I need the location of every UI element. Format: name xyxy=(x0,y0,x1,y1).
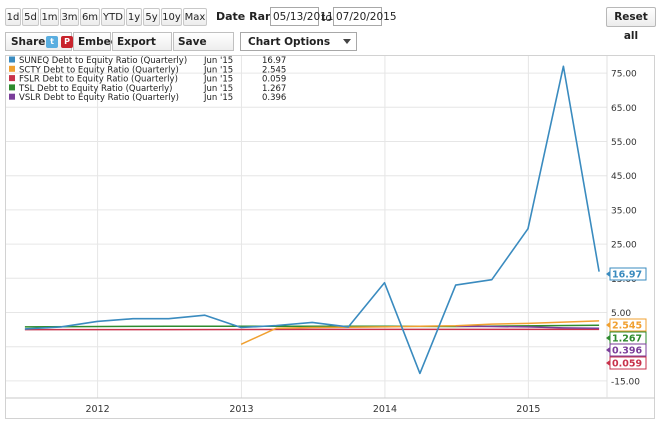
chart-options-dropdown[interactable]: Chart Options xyxy=(240,32,357,51)
legend-swatch-fslr xyxy=(9,75,15,82)
legend-value-fslr: 0.059 xyxy=(262,75,286,85)
reset-all-button[interactable]: Reset all xyxy=(606,7,656,42)
pinterest-icon[interactable]: P xyxy=(61,36,73,48)
zoom-button-1m[interactable]: 1m xyxy=(40,8,59,26)
value-label-pointer-suneq xyxy=(606,271,610,277)
y-tick-label: 65.00 xyxy=(611,104,637,114)
zoom-button-5d[interactable]: 5d xyxy=(22,8,39,26)
legend-value-scty: 2.545 xyxy=(262,65,286,75)
date-from-input[interactable]: 05/13/2011 xyxy=(270,7,334,26)
series-line-vslr xyxy=(455,325,600,329)
legend-swatch-vslr xyxy=(9,93,15,100)
value-label-pointer-fslr xyxy=(606,360,610,366)
y-tick-label: 35.00 xyxy=(611,206,637,216)
value-label-pointer-scty xyxy=(606,322,610,328)
legend-name-fslr: FSLR Debt to Equity Ratio (Quarterly) xyxy=(19,75,178,85)
chart-options-label: Chart Options xyxy=(248,36,331,48)
value-label-scty: 2.545 xyxy=(612,321,642,332)
legend-name-vslr: VSLR Debt to Equity Ratio (Quarterly) xyxy=(19,93,179,103)
legend-value-suneq: 16.97 xyxy=(262,56,286,66)
value-label-pointer-vslr xyxy=(606,347,610,353)
share-button[interactable]: Share t P xyxy=(5,32,73,51)
legend-name-suneq: SUNEQ Debt to Equity Ratio (Quarterly) xyxy=(19,56,187,66)
legend-name-tsl: TSL Debt to Equity Ratio (Quarterly) xyxy=(18,84,172,94)
zoom-button-1y[interactable]: 1y xyxy=(126,8,142,26)
legend-date-scty: Jun '15 xyxy=(203,65,233,75)
y-tick-label: 25.00 xyxy=(611,241,637,251)
zoom-button-ytd[interactable]: YTD xyxy=(101,8,125,26)
zoom-button-6m[interactable]: 6m xyxy=(80,8,100,26)
share-label: Share xyxy=(11,36,46,48)
zoom-button-max[interactable]: Max xyxy=(183,8,207,26)
zoom-button-5y[interactable]: 5y xyxy=(143,8,160,26)
y-tick-label: 75.00 xyxy=(611,70,637,80)
y-tick-label: 5.00 xyxy=(611,309,631,319)
value-label-fslr: 0.059 xyxy=(612,359,642,370)
y-tick-label: 45.00 xyxy=(611,172,637,182)
embed-button[interactable]: Embed xyxy=(73,32,118,51)
legend-swatch-suneq xyxy=(9,56,15,63)
x-tick-label: 2014 xyxy=(373,404,397,415)
legend-swatch-tsl xyxy=(9,84,15,91)
legend-swatch-scty xyxy=(9,65,15,72)
plot-area xyxy=(6,56,607,398)
series-line-scty xyxy=(240,320,600,345)
to-label: to xyxy=(321,11,333,24)
legend-value-tsl: 1.267 xyxy=(262,84,286,94)
legend-name-scty: SCTY Debt to Equity Ratio (Quarterly) xyxy=(19,65,179,75)
embed-label: Embed xyxy=(78,36,119,48)
x-tick-label: 2013 xyxy=(229,404,253,415)
twitter-icon[interactable]: t xyxy=(46,36,58,48)
x-tick-label: 2012 xyxy=(85,404,109,415)
legend-date-tsl: Jun '15 xyxy=(203,84,233,94)
date-to-input[interactable]: 07/20/2015 xyxy=(333,7,397,26)
series-line-suneq xyxy=(24,65,600,375)
legend-value-vslr: 0.396 xyxy=(262,93,286,103)
chart-frame xyxy=(5,55,655,419)
value-label-pointer-tsl xyxy=(606,335,610,341)
legend-date-fslr: Jun '15 xyxy=(203,75,233,85)
value-label-vslr: 0.396 xyxy=(612,346,642,357)
legend-date-suneq: Jun '15 xyxy=(203,56,233,66)
y-tick-label: 55.00 xyxy=(611,138,637,148)
legend-date-vslr: Jun '15 xyxy=(203,93,233,103)
zoom-button-1d[interactable]: 1d xyxy=(5,8,21,26)
value-label-suneq: 16.97 xyxy=(612,270,642,281)
chevron-down-icon xyxy=(343,39,351,44)
zoom-button-10y[interactable]: 10y xyxy=(161,8,182,26)
value-label-tsl: 1.267 xyxy=(612,334,642,345)
zoom-button-3m[interactable]: 3m xyxy=(60,8,79,26)
x-tick-label: 2015 xyxy=(516,404,540,415)
y-tick-label: -15.00 xyxy=(611,377,640,387)
